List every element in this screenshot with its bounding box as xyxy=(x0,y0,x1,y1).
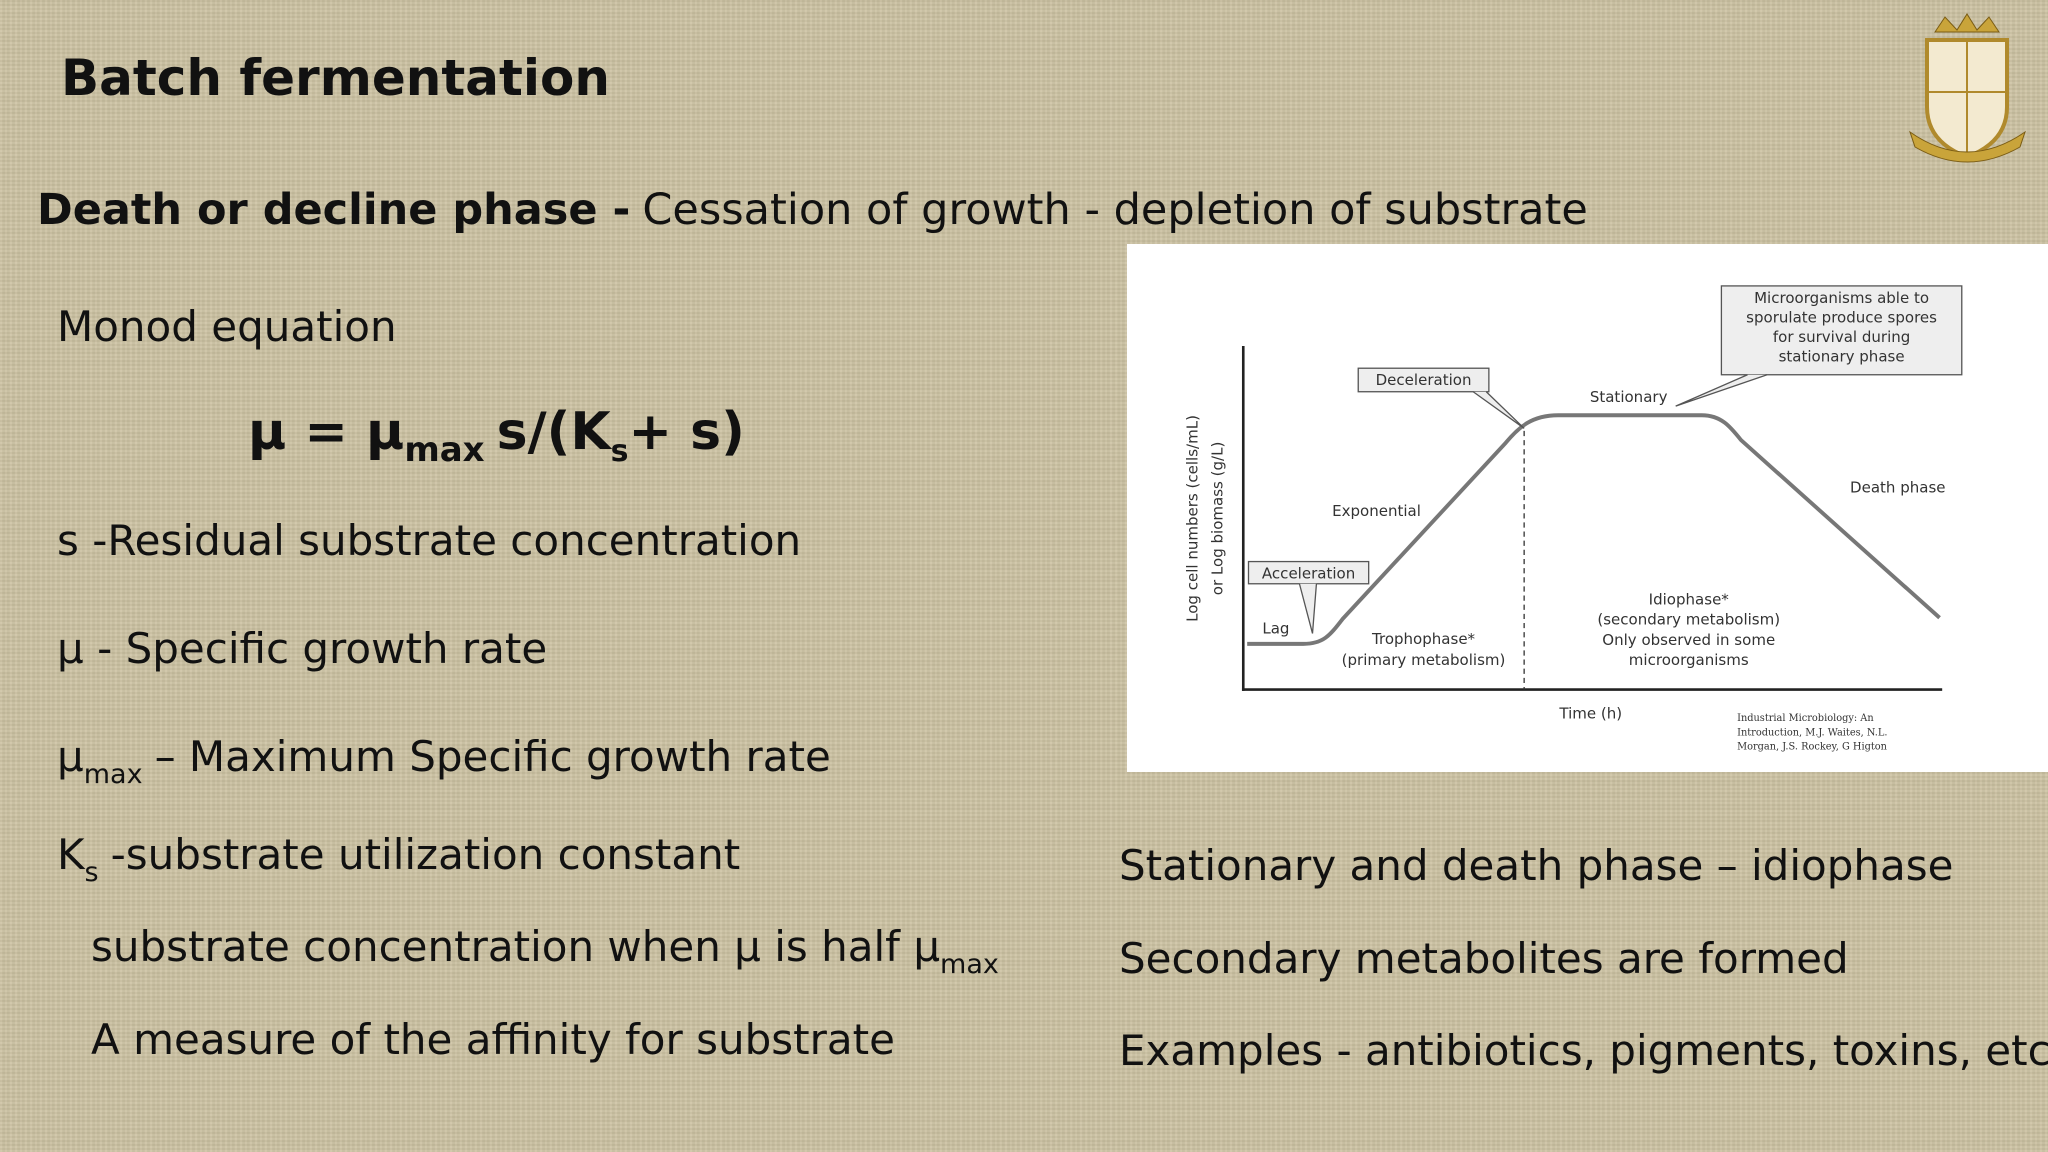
phase-label: Only observed in some xyxy=(1602,631,1775,649)
equation-part: s/(K xyxy=(496,402,611,462)
phase-label: Acceleration xyxy=(1262,565,1355,583)
phase-label: microorganisms xyxy=(1629,651,1749,669)
callout-pointer xyxy=(1298,583,1318,634)
callout-box xyxy=(1357,367,1490,393)
phase-label: (primary metabolism) xyxy=(1342,651,1506,669)
logo-ribbon xyxy=(1909,130,2026,163)
citation: Introduction, M.J. Waites, N.L. xyxy=(1737,727,1887,738)
note-text: substrate concentration when μ is half μ xyxy=(91,922,941,971)
logo-crown xyxy=(1934,13,2000,33)
monod-equation: μ = μmax s/(Ks+ s) xyxy=(248,400,745,467)
definition: μ - Specific growth rate xyxy=(57,624,548,673)
phase-label: Trophophase* xyxy=(1371,630,1476,648)
y-axis-label: or Log biomass (g/L) xyxy=(1208,442,1226,596)
symbol: K xyxy=(57,830,85,879)
equation-subscript: s xyxy=(610,434,629,469)
x-axis-label: Time (h) xyxy=(1558,704,1622,722)
definition-text: – Maximum Specific growth rate xyxy=(154,732,831,781)
y-axis-label: Log cell numbers (cells/mL) xyxy=(1184,415,1202,622)
callout-pointer xyxy=(1472,391,1525,429)
citation: Morgan, J.S. Rockey, G Higton xyxy=(1737,742,1888,753)
phase-label: Stationary xyxy=(1590,388,1668,406)
note-subscript: max xyxy=(940,949,999,980)
slide-title: Batch fermentation xyxy=(61,49,610,107)
symbol-subscript: max xyxy=(83,759,143,790)
phase-label: Deceleration xyxy=(1376,371,1472,389)
subtitle-text: Cessation of growth - depletion of subst… xyxy=(642,185,1588,235)
definition: μmax – Maximum Specific growth rate xyxy=(57,729,831,788)
symbol-subscript: s xyxy=(84,857,99,888)
right-line: Examples - antibiotics, pigments, toxins… xyxy=(1119,1026,2048,1075)
right-line: Secondary metabolites are formed xyxy=(1119,934,1849,983)
phase-label: Death phase xyxy=(1850,478,1946,496)
callout-box xyxy=(1720,285,1963,376)
phase-label: Lag xyxy=(1262,619,1289,637)
subtitle: Death or decline phase - Cessation of gro… xyxy=(37,182,1588,238)
equation-part: μ = μ xyxy=(248,402,405,462)
phase-label: (secondary metabolism) xyxy=(1597,610,1780,628)
callout-text: for survival during xyxy=(1773,328,1910,346)
phase-label: Idiophase* xyxy=(1649,591,1730,609)
definition-text: -substrate utilization constant xyxy=(110,830,741,879)
definition: Ks -substrate utilization constant xyxy=(57,827,741,886)
callout-text: sporulate produce spores xyxy=(1746,308,1937,326)
callout-text: Microorganisms able to xyxy=(1754,289,1929,307)
definition: s -Residual substrate concentration xyxy=(57,516,802,565)
callout-pointer xyxy=(1675,374,1768,407)
right-line: Stationary and death phase – idiophase xyxy=(1119,841,1954,890)
subtitle-label: Death or decline phase - xyxy=(37,185,631,235)
symbol: μ xyxy=(57,732,84,781)
growth-curve xyxy=(1247,413,1941,646)
note: A measure of the affinity for substrate xyxy=(91,1015,895,1064)
note: substrate concentration when μ is half μ… xyxy=(91,919,999,978)
phase-label: Exponential xyxy=(1332,502,1421,520)
growth-curve-figure: Microorganisms able to sporulate produce… xyxy=(1127,244,2048,772)
equation-part: + s) xyxy=(628,402,745,462)
callout-text: stationary phase xyxy=(1779,348,1905,366)
equation-subscript: max xyxy=(404,430,485,470)
logo xyxy=(1909,13,2026,163)
monod-heading: Monod equation xyxy=(57,302,397,351)
citation: Industrial Microbiology: An xyxy=(1737,713,1874,724)
